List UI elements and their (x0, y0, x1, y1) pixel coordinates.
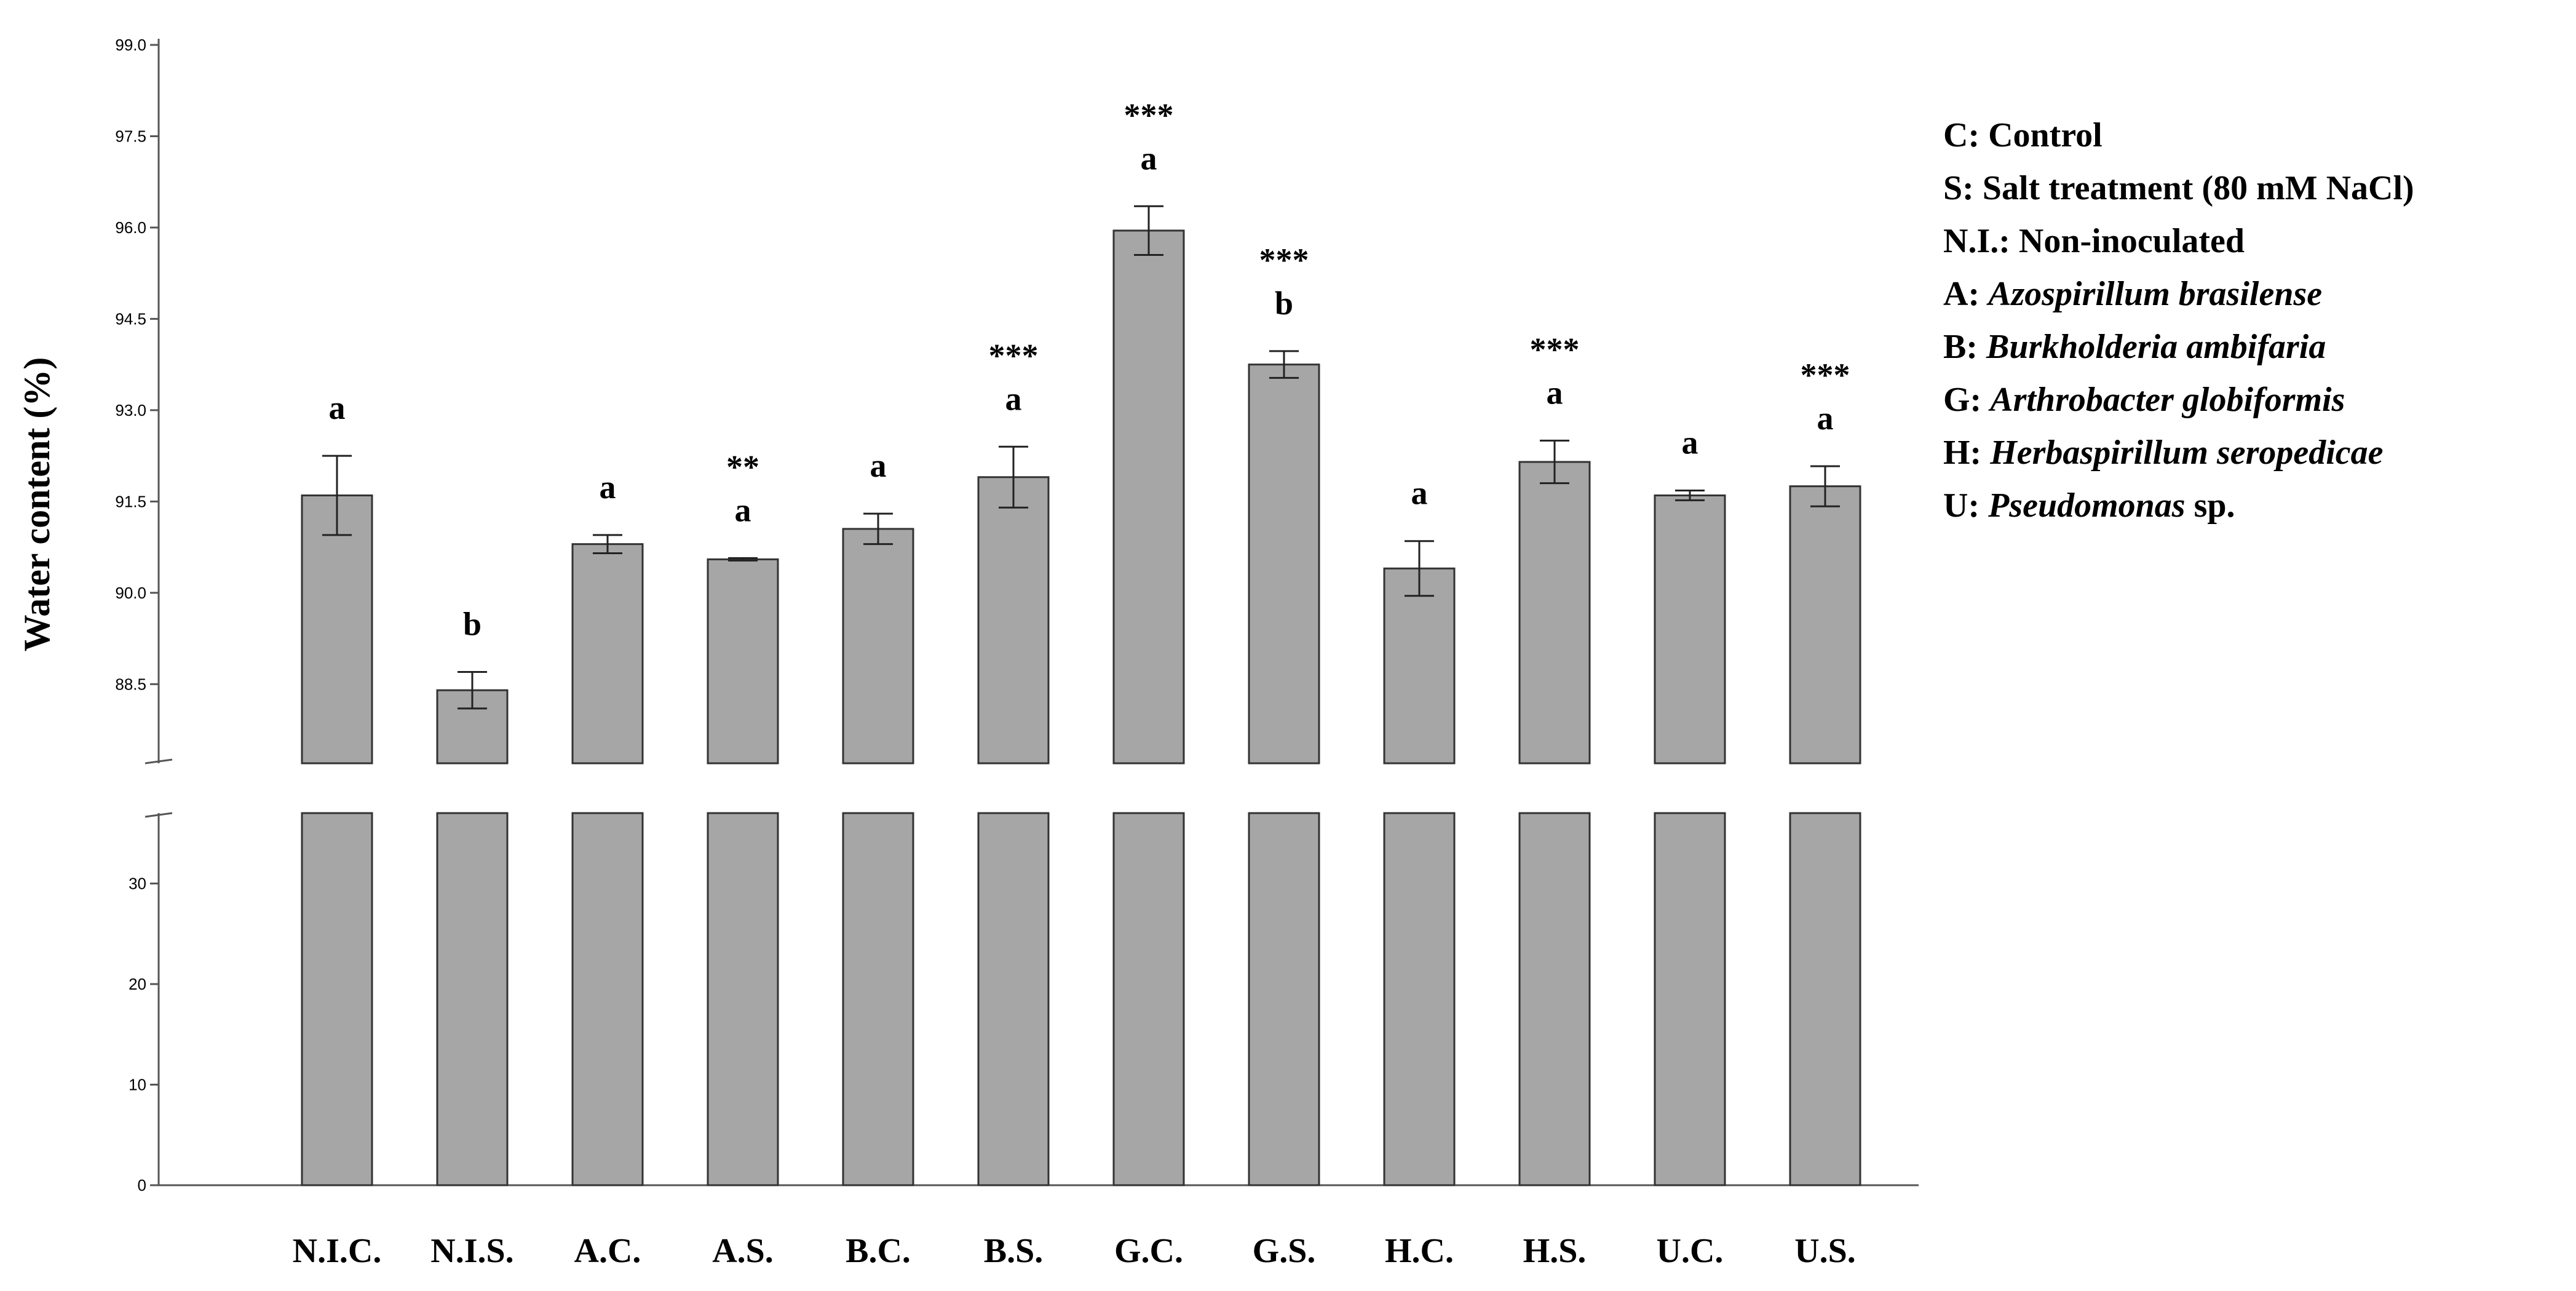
significance-letter: a (329, 389, 346, 426)
x-tick-label: B.S. (984, 1232, 1044, 1270)
bar-lower (842, 812, 914, 1186)
legend-entry: H: Herbaspirillum seropedicae (1943, 434, 2384, 472)
y-tick-label: 20 (129, 975, 146, 993)
significance-letter: a (1682, 424, 1698, 461)
significance-letter: a (1547, 374, 1563, 411)
bar-lower (1518, 812, 1591, 1186)
bar-lower (977, 812, 1050, 1186)
legend-entry: B: Burkholderia ambifaria (1943, 328, 2326, 366)
axis-break-mark-lower (145, 812, 173, 818)
significance-stars: ** (726, 448, 759, 485)
legend-entry: U: Pseudomonas sp. (1943, 487, 2235, 525)
bar (1789, 485, 1861, 765)
significance-letter: a (1141, 140, 1157, 177)
y-tick-label: 99.0 (115, 36, 146, 54)
bar-lower (571, 812, 644, 1186)
y-tick-label: 10 (129, 1075, 146, 1094)
bar-lower (436, 812, 509, 1186)
significance-stars: *** (989, 337, 1039, 374)
y-tick-label: 96.0 (115, 218, 146, 237)
bar (301, 494, 373, 765)
significance-letter: a (735, 491, 751, 528)
axis-break-mark-upper (145, 758, 173, 765)
x-tick-label: H.S. (1523, 1232, 1587, 1270)
bar (842, 528, 914, 765)
legend-entry: G: Arthrobacter globiformis (1943, 381, 2345, 419)
y-axis-label: Water content (%) (17, 357, 57, 652)
bar-lower (707, 812, 779, 1186)
significance-stars: *** (1259, 242, 1309, 279)
x-tick-label: A.S. (712, 1232, 774, 1270)
y-tick-label: 0 (138, 1176, 146, 1194)
legend-entry: A: Azospirillum brasilense (1943, 275, 2322, 313)
bar-lower (1248, 812, 1320, 1186)
y-tick-label: 88.5 (115, 675, 146, 693)
legend-entry: S: Salt treatment (80 mM NaCl) (1943, 169, 2414, 207)
y-tick-label: 94.5 (115, 309, 146, 328)
y-tick-label: 90.0 (115, 584, 146, 602)
bar (1518, 461, 1591, 765)
bar-lower (1789, 812, 1861, 1186)
bar (1248, 363, 1320, 765)
significance-letter: b (463, 606, 482, 643)
bar (571, 543, 644, 765)
x-tick-label: A.C. (574, 1232, 641, 1270)
x-tick-label: N.I.C. (293, 1232, 382, 1270)
significance-letter: a (870, 447, 887, 484)
x-tick-label: U.S. (1794, 1232, 1856, 1270)
y-tick-label: 91.5 (115, 492, 146, 510)
y-tick-label: 97.5 (115, 127, 146, 145)
significance-stars: *** (1124, 97, 1174, 133)
x-tick-label: B.C. (846, 1232, 911, 1270)
y-tick-label: 30 (129, 874, 146, 892)
legend-entry: N.I.: Non-inoculated (1943, 222, 2245, 260)
significance-letter: a (1005, 380, 1022, 417)
x-tick-label: H.C. (1385, 1232, 1454, 1270)
x-tick-label: U.C. (1657, 1232, 1724, 1270)
legend-entry: C: Control (1943, 116, 2102, 154)
bar (1383, 567, 1456, 765)
bar-lower (1654, 812, 1726, 1186)
x-tick-label: G.S. (1253, 1232, 1316, 1270)
significance-letter: b (1275, 285, 1293, 322)
significance-stars: *** (1801, 357, 1850, 394)
bar-lower (1112, 812, 1185, 1186)
x-tick-label: G.C. (1114, 1232, 1183, 1270)
significance-letter: a (1411, 475, 1428, 512)
bar (1654, 494, 1726, 765)
significance-letter: a (1817, 400, 1834, 437)
x-tick-label: N.I.S. (430, 1232, 513, 1270)
bar (977, 476, 1050, 765)
bar-lower (301, 812, 373, 1186)
bar (1112, 229, 1185, 765)
bar-lower (1383, 812, 1456, 1186)
bar (707, 558, 779, 765)
y-tick-label: 93.0 (115, 401, 146, 419)
significance-letter: a (600, 469, 616, 506)
significance-stars: *** (1530, 331, 1580, 368)
